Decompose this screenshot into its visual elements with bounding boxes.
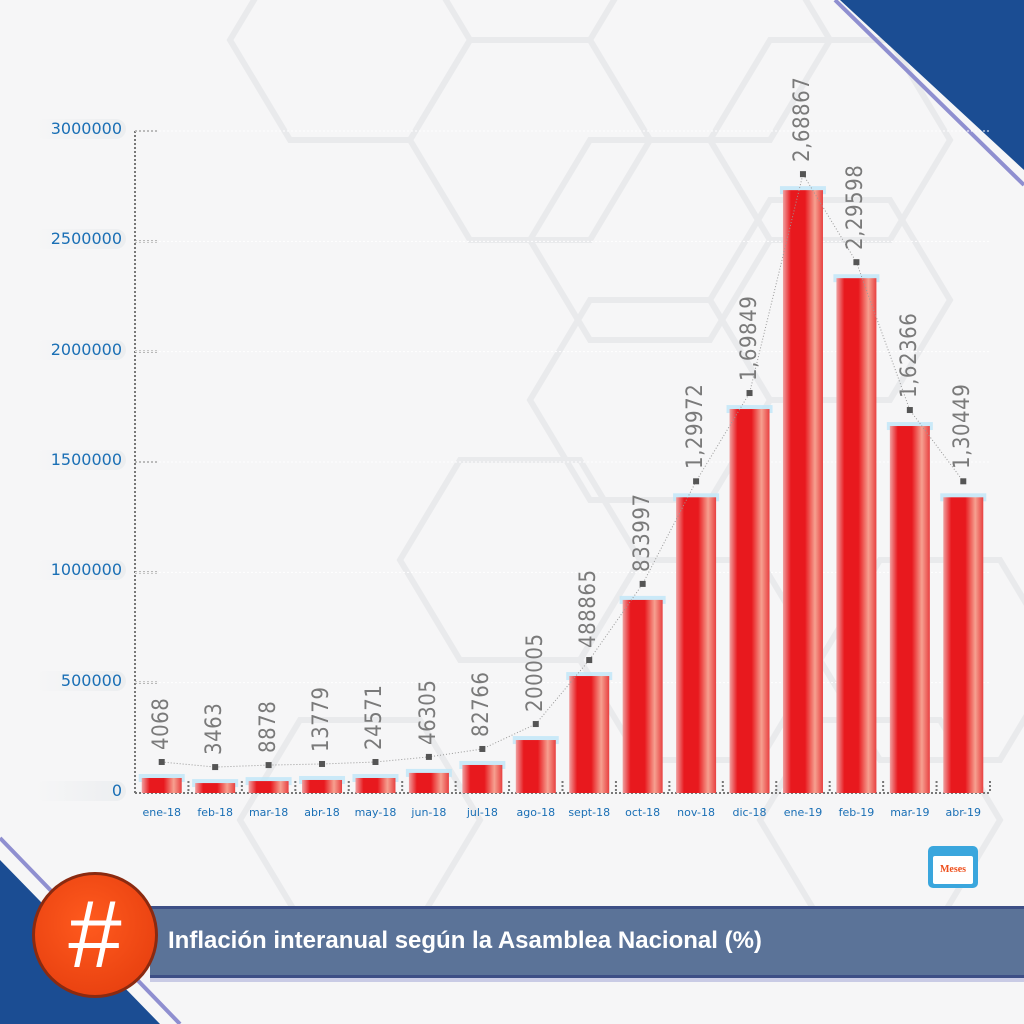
x-tick-label: abr-18 [304,806,340,819]
bar-mar-18 [248,781,289,793]
bar-ene-18 [141,777,182,793]
bar-ago-18 [515,740,556,793]
title-banner: Inflación interanual según la Asamblea N… [150,906,1024,978]
x-tick-label: ene-18 [142,806,181,819]
hashtag-icon: # [32,872,158,998]
bar-dic-18 [729,409,770,793]
bar-sept-18 [569,676,610,793]
y-tick-label: 1500000 [34,450,126,470]
bar-oct-18 [622,599,663,793]
data-label: 8878 [255,700,281,754]
data-label: 833997 [629,493,655,572]
line-marker [372,758,379,765]
data-label: 200005 [522,633,548,713]
bar-feb-18 [195,783,236,793]
data-label: 13779 [309,686,335,752]
line-marker [265,762,272,769]
line-marker [425,753,432,760]
data-label: 4068 [148,697,174,750]
data-label: 1,29972 [683,383,709,470]
bar-mar-19 [889,426,930,793]
line-marker [479,745,486,752]
bar-abr-19 [943,497,984,793]
data-label: 2,29598 [843,164,869,251]
line-marker [212,764,219,771]
x-tick-label: feb-19 [838,806,875,819]
data-label: 2,68867 [789,76,815,163]
x-tick-label: sept-18 [568,806,611,819]
bar-jul-18 [462,764,503,793]
y-tick-label: 3000000 [34,119,126,139]
line-marker [693,478,700,485]
line-marker [319,760,326,767]
y-tick-label: 1000000 [34,560,126,581]
data-label: 3463 [202,702,228,756]
x-tick-label: nov-18 [677,806,716,819]
calendar-icon: Meses [928,846,978,888]
y-tick-label: 2000000 [34,339,126,360]
x-tick-label: oct-18 [625,806,661,819]
bar-feb-19 [836,278,877,793]
line-marker [799,171,806,178]
x-tick-label: abr-19 [945,806,982,819]
x-tick-label: jun-18 [411,806,447,819]
y-tick-label: 0 [34,781,126,801]
data-label: 488865 [576,569,602,649]
line-marker [158,758,165,765]
bar-abr-18 [302,779,343,793]
x-tick-label: may-18 [354,806,397,819]
chart-title: Inflación interanual según la Asamblea N… [168,927,762,954]
y-tick-label: 2500000 [34,229,126,250]
line-marker [639,580,646,587]
corner-decoration-top [840,0,1024,170]
x-tick-label: feb-18 [197,806,233,819]
line-marker [906,407,913,414]
x-tick-label: mar-19 [890,806,930,819]
line-marker [746,390,753,397]
bar-nov-18 [676,497,717,793]
bar-ene-19 [782,190,823,793]
data-label: 1,62366 [896,312,922,399]
data-label: 46305 [415,679,441,745]
line-marker [586,657,593,664]
y-tick-label: 500000 [34,670,126,691]
line-marker [960,478,967,485]
line-marker [853,259,860,266]
x-tick-label: jul-18 [466,806,498,819]
data-label: 1,69849 [736,295,762,382]
bar-may-18 [355,777,396,793]
x-tick-label: dic-18 [732,806,767,819]
data-label: 24571 [362,684,388,750]
line-marker [532,721,539,728]
bar-jun-18 [408,772,449,793]
x-tick-label: mar-18 [248,806,289,819]
calendar-label: Meses [933,856,973,884]
x-tick-label: ene-19 [783,806,823,819]
data-label: 1,30449 [950,383,976,470]
data-label: 82766 [469,671,495,737]
x-tick-label: ago-18 [516,806,556,819]
